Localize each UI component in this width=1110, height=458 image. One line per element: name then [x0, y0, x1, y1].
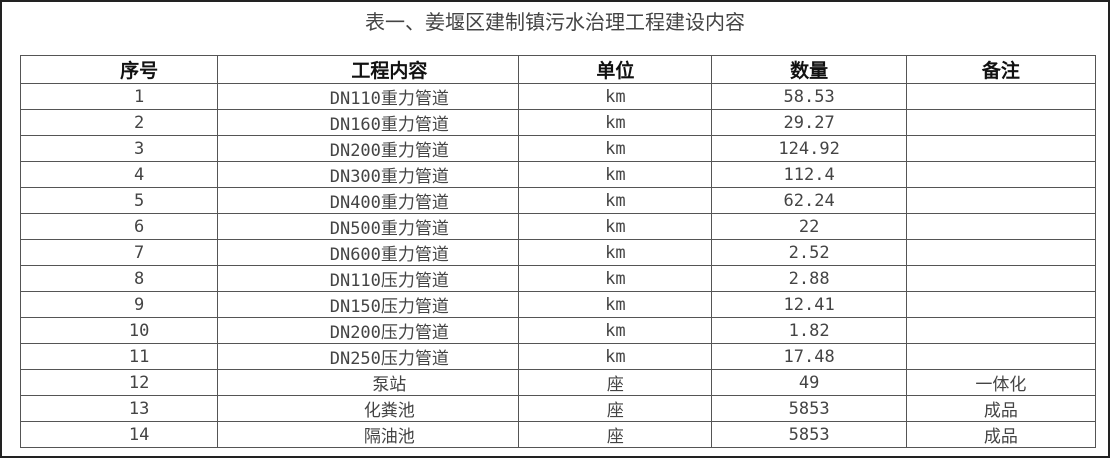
cell-content: DN200重力管道 [217, 135, 520, 162]
cell-remarks [905, 239, 1097, 266]
cell-content: DN250压力管道 [217, 343, 520, 370]
cell-unit: km [518, 239, 713, 266]
table-row: 9 DN150压力管道 km 12.41 [19, 291, 1097, 318]
header-remarks: 备注 [905, 55, 1097, 84]
cell-content: DN160重力管道 [217, 109, 520, 136]
cell-remarks [905, 109, 1097, 136]
cell-index: 6 [19, 213, 219, 240]
table-row: 2 DN160重力管道 km 29.27 [19, 109, 1097, 136]
header-quantity: 数量 [711, 55, 907, 84]
cell-content: 化粪池 [217, 395, 520, 422]
cell-unit: km [518, 291, 713, 318]
cell-quantity: 1.82 [711, 317, 907, 344]
cell-quantity: 12.41 [711, 291, 907, 318]
header-index: 序号 [19, 55, 219, 84]
table-row: 14 隔油池座 5853 成品 [19, 421, 1097, 448]
cell-remarks [905, 83, 1097, 110]
cell-remarks [905, 343, 1097, 370]
cell-unit: 座 [518, 395, 713, 422]
cell-index: 3 [19, 135, 219, 162]
header-unit: 单位 [518, 55, 713, 84]
table-row: 12 泵站座 49 一体化 [19, 369, 1097, 396]
cell-index: 5 [19, 187, 219, 214]
cell-quantity: 112.4 [711, 161, 907, 188]
table-row: 8 DN110压力管道 km 2.88 [19, 265, 1097, 292]
cell-index: 10 [19, 317, 219, 344]
cell-remarks [905, 187, 1097, 214]
cell-content: 泵站 [217, 369, 520, 396]
cell-unit: km [518, 343, 713, 370]
cell-content: 隔油池 [217, 421, 520, 448]
cell-unit: 座 [518, 421, 713, 448]
cell-unit: km [518, 213, 713, 240]
cell-quantity: 2.52 [711, 239, 907, 266]
cell-content: DN110压力管道 [217, 265, 520, 292]
cell-content: DN500重力管道 [217, 213, 520, 240]
table-row: 4 DN300重力管道 km 112.4 [19, 161, 1097, 188]
cell-quantity: 5853 [711, 421, 907, 448]
table-row: 7 DN600重力管道 km 2.52 [19, 239, 1097, 266]
cell-index: 7 [19, 239, 219, 266]
cell-remarks: 一体化 [905, 369, 1097, 396]
cell-unit: km [518, 109, 713, 136]
table-row: 13 化粪池座 5853 成品 [19, 395, 1097, 422]
cell-remarks: 成品 [905, 395, 1097, 422]
cell-quantity: 49 [711, 369, 907, 396]
cell-index: 1 [19, 83, 219, 110]
cell-index: 9 [19, 291, 219, 318]
cell-index: 2 [19, 109, 219, 136]
cell-quantity: 29.27 [711, 109, 907, 136]
cell-index: 13 [19, 395, 219, 422]
table-row: 1 DN110重力管道 km 58.53 [19, 83, 1097, 110]
cell-unit: km [518, 83, 713, 110]
cell-index: 8 [19, 265, 219, 292]
cell-content: DN600重力管道 [217, 239, 520, 266]
cell-index: 12 [19, 369, 219, 396]
cell-unit: km [518, 135, 713, 162]
cell-content: DN110重力管道 [217, 83, 520, 110]
cell-content: DN400重力管道 [217, 187, 520, 214]
cell-quantity: 62.24 [711, 187, 907, 214]
cell-index: 11 [19, 343, 219, 370]
cell-remarks [905, 317, 1097, 344]
cell-quantity: 5853 [711, 395, 907, 422]
cell-remarks [905, 213, 1097, 240]
table-header-row: 序号 工程内容 单位 数量 备注 [19, 55, 1097, 84]
cell-content: DN200压力管道 [217, 317, 520, 344]
table-row: 3 DN200重力管道 km 124.92 [19, 135, 1097, 162]
table-row: 6 DN500重力管道 km 22 [19, 213, 1097, 240]
table-row: 10 DN200压力管道 km 1.82 [19, 317, 1097, 344]
cell-remarks: 成品 [905, 421, 1097, 448]
cell-quantity: 58.53 [711, 83, 907, 110]
cell-content: DN300重力管道 [217, 161, 520, 188]
cell-remarks [905, 291, 1097, 318]
cell-index: 14 [19, 421, 219, 448]
cell-remarks [905, 161, 1097, 188]
cell-quantity: 2.88 [711, 265, 907, 292]
header-content: 工程内容 [217, 55, 520, 84]
cell-unit: km [518, 265, 713, 292]
cell-unit: km [518, 161, 713, 188]
cell-index: 4 [19, 161, 219, 188]
table-row: 5 DN400重力管道 km 62.24 [19, 187, 1097, 214]
table-row: 11 DN250压力管道 km 17.48 [19, 343, 1097, 370]
cell-remarks [905, 265, 1097, 292]
cell-remarks [905, 135, 1097, 162]
construction-content-table: 序号 工程内容 单位 数量 备注 1 DN110重力管道 km 58.53 2 DN160… [19, 55, 1097, 448]
cell-unit: km [518, 187, 713, 214]
cell-quantity: 17.48 [711, 343, 907, 370]
cell-quantity: 124.92 [711, 135, 907, 162]
cell-unit: 座 [518, 369, 713, 396]
cell-content: DN150压力管道 [217, 291, 520, 318]
table-title: 表一、姜堰区建制镇污水治理工程建设内容 [365, 10, 745, 34]
cell-unit: km [518, 317, 713, 344]
cell-quantity: 22 [711, 213, 907, 240]
